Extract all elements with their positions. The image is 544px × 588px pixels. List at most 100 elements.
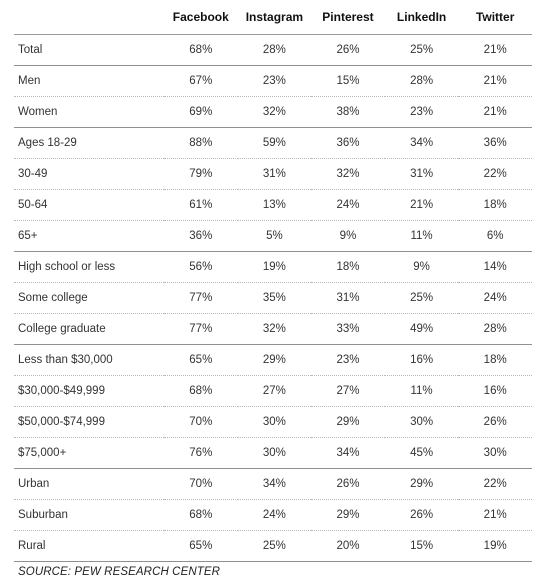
cell-linkedin: 21%	[384, 189, 459, 221]
cell-linkedin: 9%	[384, 251, 459, 283]
cell-instagram: 59%	[237, 127, 312, 159]
cell-facebook: 79%	[164, 158, 238, 190]
cell-linkedin: 34%	[384, 127, 459, 159]
cell-instagram: 30%	[237, 437, 312, 469]
cell-pinterest: 33%	[311, 313, 385, 345]
table-row: Rural 65% 25% 20% 15% 19%	[14, 530, 532, 562]
row-label: $75,000+	[14, 437, 164, 469]
cell-facebook: 65%	[164, 530, 238, 562]
cell-instagram: 13%	[237, 189, 312, 221]
cell-linkedin: 11%	[384, 220, 459, 252]
cell-instagram: 19%	[237, 251, 312, 283]
cell-linkedin: 25%	[384, 34, 459, 66]
row-label: Women	[14, 96, 164, 128]
table-row: Some college 77% 35% 31% 25% 24%	[14, 282, 532, 314]
cell-instagram: 31%	[237, 158, 312, 190]
row-label: College graduate	[14, 313, 164, 345]
row-label: 50-64	[14, 189, 164, 221]
cell-pinterest: 32%	[311, 158, 385, 190]
header-linkedin: LinkedIn	[396, 10, 447, 24]
source-note: SOURCE: PEW RESEARCH CENTER	[18, 566, 221, 578]
cell-facebook: 70%	[164, 406, 238, 438]
cell-linkedin: 11%	[384, 375, 459, 407]
cell-pinterest: 34%	[311, 437, 385, 469]
cell-instagram: 23%	[237, 65, 312, 97]
table-row: Men 67% 23% 15% 28% 21%	[14, 65, 532, 97]
cell-pinterest: 36%	[311, 127, 385, 159]
cell-twitter: 18%	[458, 344, 532, 376]
header-row: Facebook Instagram Pinterest LinkedIn Tw…	[14, 0, 532, 35]
cell-instagram: 29%	[237, 344, 312, 376]
table-row: Total 68% 28% 26% 25% 21%	[14, 34, 532, 66]
cell-linkedin: 30%	[384, 406, 459, 438]
cell-pinterest: 27%	[311, 375, 385, 407]
row-label: Suburban	[14, 499, 164, 531]
cell-pinterest: 15%	[311, 65, 385, 97]
table-row: $75,000+ 76% 30% 34% 45% 30%	[14, 437, 532, 469]
row-label: 65+	[14, 220, 164, 252]
header-facebook: Facebook	[172, 10, 229, 24]
cell-pinterest: 38%	[311, 96, 385, 128]
cell-linkedin: 26%	[384, 499, 459, 531]
cell-instagram: 24%	[237, 499, 312, 531]
row-label: $30,000-$49,999	[14, 375, 164, 407]
cell-facebook: 56%	[164, 251, 238, 283]
cell-twitter: 24%	[458, 282, 532, 314]
cell-pinterest: 31%	[311, 282, 385, 314]
cell-instagram: 28%	[237, 34, 312, 66]
row-label: $50,000-$74,999	[14, 406, 164, 438]
cell-pinterest: 9%	[311, 220, 385, 252]
table-row: Ages 18-29 88% 59% 36% 34% 36%	[14, 127, 532, 159]
cell-facebook: 88%	[164, 127, 238, 159]
table-row: 50-64 61% 13% 24% 21% 18%	[14, 189, 532, 221]
cell-twitter: 30%	[458, 437, 532, 469]
table-row: 65+ 36% 5% 9% 11% 6%	[14, 220, 532, 252]
row-label: Less than $30,000	[14, 344, 164, 376]
cell-pinterest: 23%	[311, 344, 385, 376]
cell-twitter: 21%	[458, 34, 532, 66]
cell-pinterest: 26%	[311, 34, 385, 66]
cell-instagram: 30%	[237, 406, 312, 438]
cell-facebook: 68%	[164, 499, 238, 531]
table-row: $50,000-$74,999 70% 30% 29% 30% 26%	[14, 406, 532, 438]
cell-facebook: 61%	[164, 189, 238, 221]
row-label: Ages 18-29	[14, 127, 164, 159]
cell-linkedin: 45%	[384, 437, 459, 469]
cell-twitter: 22%	[458, 468, 532, 500]
cell-linkedin: 28%	[384, 65, 459, 97]
cell-twitter: 19%	[458, 530, 532, 562]
cell-facebook: 70%	[164, 468, 238, 500]
row-label: Total	[14, 34, 164, 66]
cell-twitter: 36%	[458, 127, 532, 159]
header-instagram: Instagram	[245, 10, 304, 24]
cell-instagram: 5%	[237, 220, 312, 252]
cell-linkedin: 25%	[384, 282, 459, 314]
table-row: $30,000-$49,999 68% 27% 27% 11% 16%	[14, 375, 532, 407]
table-header: Facebook Instagram Pinterest LinkedIn Tw…	[14, 0, 532, 35]
table-body: Total 68% 28% 26% 25% 21% Men 67% 23% 15% 28% 21% Wo…	[14, 34, 532, 562]
cell-linkedin: 29%	[384, 468, 459, 500]
table-row: High school or less 56% 19% 18% 9% 14%	[14, 251, 532, 283]
cell-instagram: 32%	[237, 96, 312, 128]
cell-linkedin: 49%	[384, 313, 459, 345]
cell-twitter: 18%	[458, 189, 532, 221]
cell-instagram: 32%	[237, 313, 312, 345]
cell-instagram: 34%	[237, 468, 312, 500]
social-media-usage-table-container: Facebook Instagram Pinterest LinkedIn Tw…	[14, 0, 532, 562]
cell-twitter: 14%	[458, 251, 532, 283]
cell-twitter: 26%	[458, 406, 532, 438]
social-media-usage-table: Facebook Instagram Pinterest LinkedIn Tw…	[14, 0, 532, 562]
cell-twitter: 16%	[458, 375, 532, 407]
cell-linkedin: 31%	[384, 158, 459, 190]
cell-instagram: 35%	[237, 282, 312, 314]
cell-instagram: 25%	[237, 530, 312, 562]
cell-facebook: 77%	[164, 313, 238, 345]
row-label: Rural	[14, 530, 164, 562]
header-pinterest: Pinterest	[322, 10, 374, 24]
cell-facebook: 36%	[164, 220, 238, 252]
row-label: 30-49	[14, 158, 164, 190]
row-label: Some college	[14, 282, 164, 314]
header-twitter: Twitter	[475, 10, 515, 24]
row-label: Men	[14, 65, 164, 97]
cell-pinterest: 26%	[311, 468, 385, 500]
